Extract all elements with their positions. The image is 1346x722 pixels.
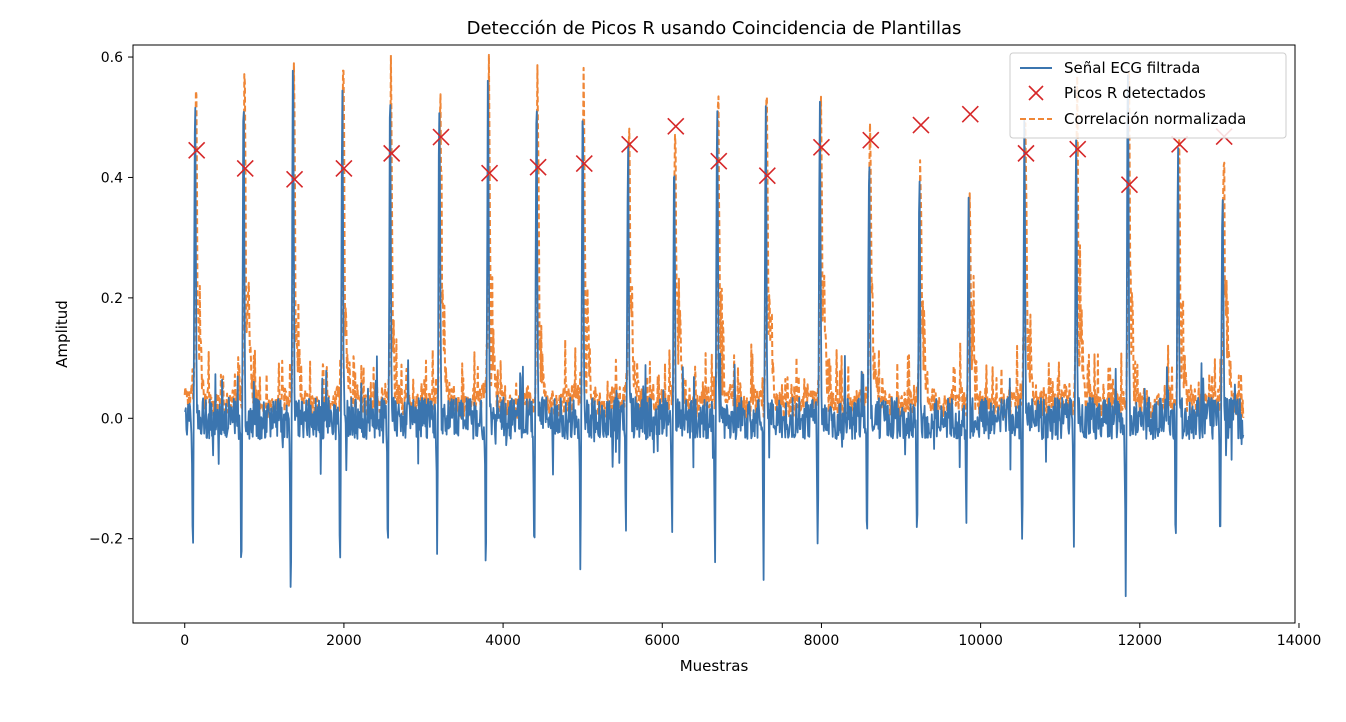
peak-marker (912, 116, 930, 134)
x-tick-label: 4000 (485, 633, 521, 649)
peak-marker (1120, 176, 1139, 194)
legend-label-peaks: Picos R detectados (1064, 84, 1206, 102)
y-tick-label: −0.2 (89, 532, 123, 548)
peak-marker (1017, 144, 1035, 162)
peak-marker (383, 144, 401, 162)
peak-marker (961, 105, 979, 123)
plot-area (183, 53, 1245, 598)
y-tick-label: 0.0 (101, 411, 123, 427)
peak-marker (529, 158, 547, 176)
x-axis-title: Muestras (680, 657, 749, 675)
peak-markers (188, 105, 1233, 194)
x-tick-label: 14000 (1277, 633, 1322, 649)
x-axis: 0 2000 4000 6000 8000 10000 12000 14000 (180, 623, 1321, 649)
chart-title: Detección de Picos R usando Coincidencia… (467, 18, 962, 39)
x-tick-label: 8000 (804, 633, 840, 649)
peak-marker (432, 128, 450, 146)
x-tick-label: 10000 (958, 633, 1003, 649)
peak-marker (188, 141, 206, 159)
correlation-series (183, 53, 1245, 420)
peak-marker (236, 159, 254, 177)
ecg-line (183, 69, 1245, 598)
peak-marker (1069, 140, 1087, 158)
legend-label-ecg: Señal ECG filtrada (1064, 59, 1200, 77)
peak-marker (667, 117, 685, 135)
peak-marker (758, 167, 776, 185)
y-axis: −0.2 0.0 0.2 0.4 0.6 (89, 50, 133, 548)
ecg-series (183, 69, 1245, 598)
y-tick-label: 0.6 (101, 50, 123, 66)
legend-box (1009, 52, 1287, 139)
y-tick-label: 0.4 (101, 170, 123, 186)
x-tick-label: 6000 (644, 633, 680, 649)
legend-label-corr: Correlación normalizada (1064, 110, 1246, 128)
peak-marker (621, 135, 639, 153)
peak-marker (1171, 135, 1189, 153)
peak-marker (480, 164, 499, 182)
x-tick-label: 2000 (326, 633, 362, 649)
peak-marker (335, 159, 353, 177)
peak-marker (710, 152, 728, 170)
peak-marker (862, 131, 880, 149)
legend[interactable]: Señal ECG filtrada Picos R detectados Co… (1009, 52, 1287, 139)
legend-swatch-peaks (1028, 85, 1044, 101)
x-tick-label: 12000 (1118, 633, 1163, 649)
peak-marker (812, 138, 831, 156)
peak-marker (575, 155, 593, 173)
correlation-line (183, 53, 1245, 420)
y-axis-title: Amplitud (53, 300, 71, 368)
y-tick-label: 0.2 (101, 291, 123, 307)
plot-frame (132, 44, 1296, 624)
peak-marker (286, 170, 304, 188)
x-tick-label: 0 (180, 633, 189, 649)
